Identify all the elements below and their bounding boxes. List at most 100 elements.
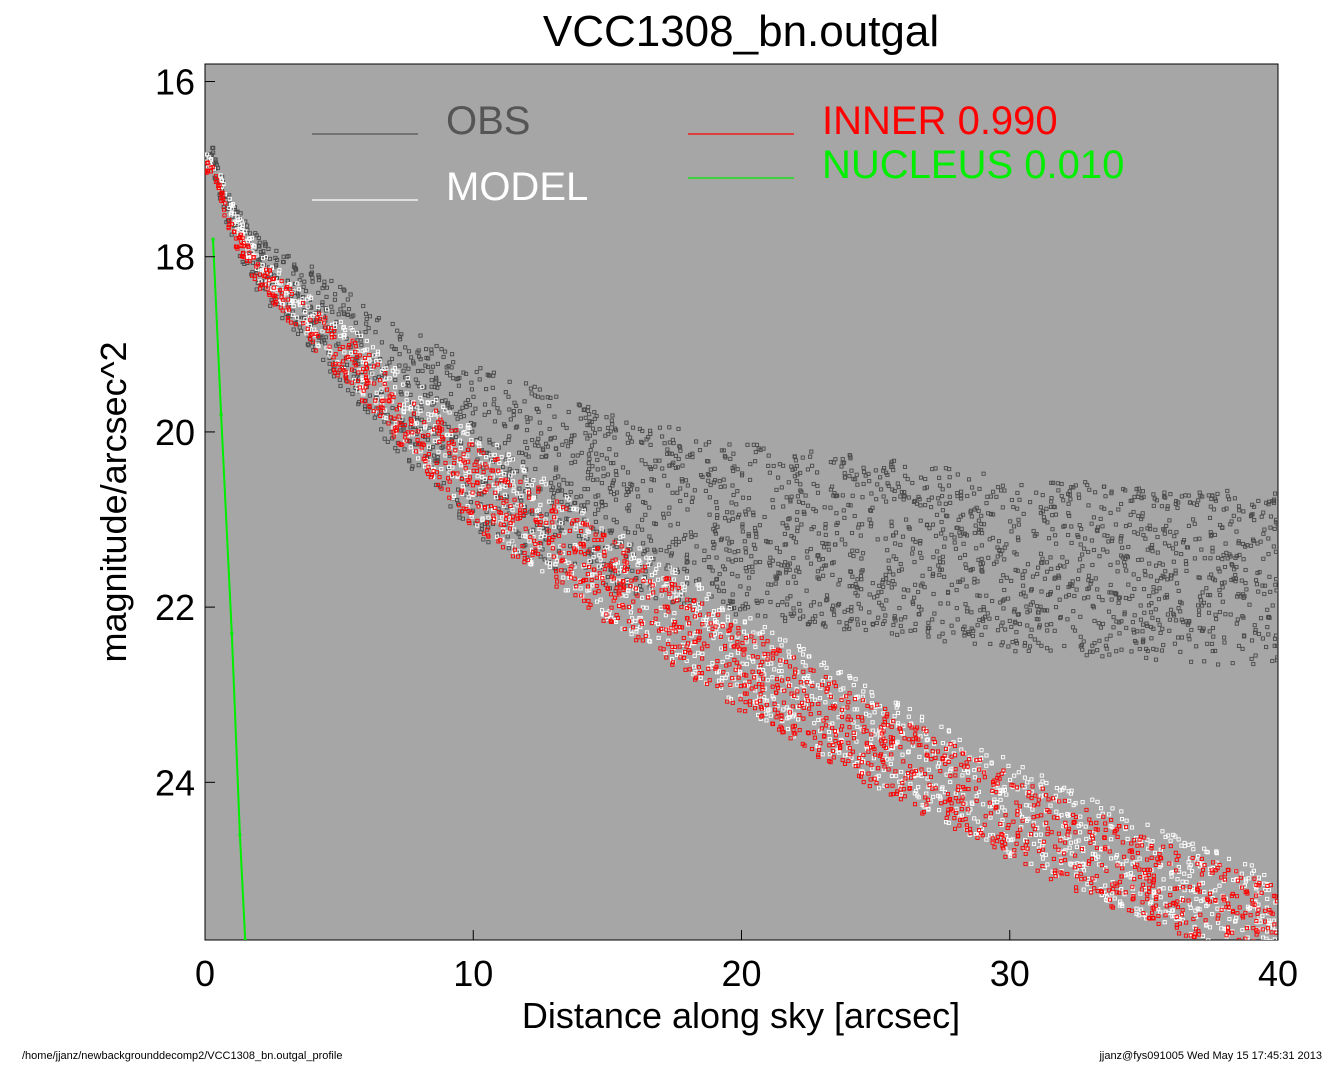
point-obs	[585, 423, 590, 428]
point-obs	[822, 545, 827, 550]
point-model	[1160, 829, 1165, 834]
point-obs	[1119, 647, 1124, 652]
point-obs	[889, 464, 894, 469]
point-obs	[316, 290, 321, 295]
point-obs	[667, 463, 672, 468]
point-obs	[1186, 523, 1191, 528]
point-obs	[940, 508, 945, 513]
point-obs	[886, 558, 891, 563]
point-obs	[1114, 649, 1119, 654]
point-obs	[1111, 625, 1116, 630]
point-model	[1119, 809, 1124, 814]
point-obs	[1162, 541, 1168, 546]
point-obs	[1058, 616, 1063, 621]
point-obs	[292, 281, 298, 286]
point-model	[596, 564, 601, 569]
point-obs	[1189, 627, 1194, 633]
point-obs	[599, 499, 605, 504]
point-obs	[722, 484, 727, 489]
point-obs	[628, 481, 633, 486]
point-obs	[1000, 483, 1005, 488]
point-obs	[735, 574, 740, 579]
point-obs	[544, 453, 549, 458]
point-model	[1024, 803, 1029, 808]
point-model	[260, 263, 265, 268]
point-obs	[1206, 610, 1212, 615]
point-obs	[975, 579, 980, 584]
point-obs	[322, 283, 327, 288]
point-obs	[1089, 521, 1094, 526]
point-obs	[616, 571, 621, 576]
point-obs	[972, 641, 977, 646]
point-model	[370, 371, 375, 376]
point-obs	[684, 555, 689, 560]
point-model	[1105, 846, 1110, 851]
point-model	[235, 214, 240, 219]
point-obs	[666, 511, 671, 516]
point-model	[628, 610, 633, 615]
point-obs	[579, 503, 584, 508]
point-model	[1268, 938, 1273, 940]
point-model	[481, 484, 486, 489]
point-obs	[861, 465, 866, 470]
point-model	[839, 737, 844, 742]
point-obs	[670, 437, 675, 442]
point-obs	[869, 521, 874, 526]
point-obs	[560, 422, 566, 427]
point-model	[384, 366, 389, 371]
point-obs	[1066, 532, 1071, 538]
point-model	[872, 710, 877, 715]
point-obs	[553, 467, 558, 472]
point-obs	[274, 262, 279, 267]
point-obs	[614, 452, 619, 457]
point-obs	[345, 297, 350, 302]
point-obs	[1155, 534, 1160, 540]
point-obs	[1009, 529, 1014, 534]
point-obs	[330, 309, 335, 314]
point-obs	[552, 414, 557, 419]
point-obs	[671, 460, 676, 465]
point-obs	[1194, 502, 1200, 507]
point-obs	[1080, 564, 1085, 569]
point-model	[1139, 907, 1144, 912]
point-obs	[784, 495, 789, 500]
point-obs	[407, 439, 413, 444]
point-obs	[683, 478, 689, 483]
point-obs	[1086, 503, 1091, 508]
point-obs	[1178, 649, 1183, 654]
point-model	[990, 803, 995, 808]
point-obs	[1048, 504, 1054, 509]
point-obs	[1192, 556, 1197, 561]
point-obs	[955, 472, 960, 477]
point-model	[1245, 925, 1250, 930]
point-obs	[998, 600, 1003, 605]
point-obs	[610, 483, 615, 488]
point-obs	[455, 376, 460, 381]
point-obs	[1100, 524, 1105, 529]
point-obs	[637, 426, 642, 431]
point-obs	[996, 539, 1002, 544]
point-obs	[1016, 517, 1021, 522]
point-obs	[523, 439, 528, 444]
point-obs	[977, 527, 982, 532]
point-obs	[1077, 495, 1082, 500]
point-obs	[1268, 514, 1274, 519]
point-model	[477, 444, 482, 449]
point-model	[637, 546, 642, 551]
point-obs	[657, 458, 662, 463]
point-model	[1213, 888, 1218, 893]
point-model	[706, 592, 711, 597]
point-obs	[898, 542, 903, 547]
point-model	[899, 730, 904, 735]
point-obs	[1172, 641, 1177, 646]
point-obs	[605, 472, 610, 477]
point-obs	[1051, 504, 1056, 509]
point-obs	[537, 420, 542, 425]
point-model	[762, 694, 767, 700]
point-model	[1084, 836, 1089, 841]
point-obs	[935, 549, 940, 554]
point-model	[1240, 927, 1245, 933]
point-obs	[508, 417, 513, 422]
point-obs	[651, 478, 656, 483]
point-obs	[808, 603, 814, 608]
